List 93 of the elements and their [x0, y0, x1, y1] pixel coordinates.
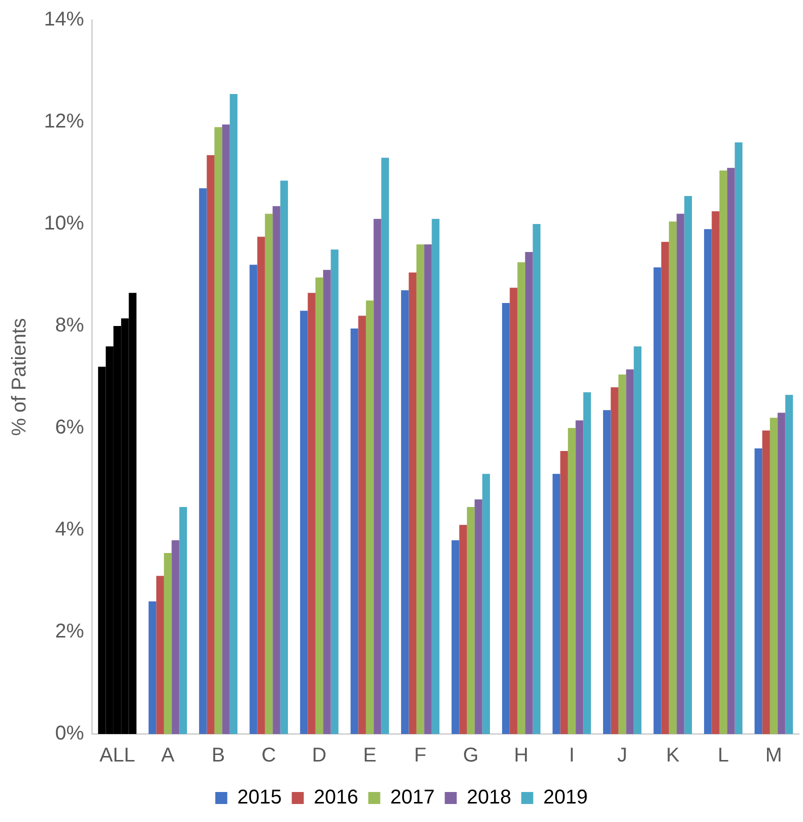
bar	[778, 412, 786, 734]
legend-label: 2015	[237, 786, 282, 809]
bar	[474, 499, 482, 734]
bar	[576, 420, 584, 734]
bar	[416, 244, 424, 734]
bar	[603, 410, 611, 734]
x-tick-label: M	[765, 744, 782, 767]
legend-label: 2017	[390, 786, 435, 809]
bar	[432, 218, 440, 734]
y-tick-label: 0%	[55, 722, 84, 745]
bar	[222, 124, 230, 734]
y-tick-label: 10%	[44, 212, 84, 235]
bar	[401, 290, 409, 734]
bar	[257, 236, 265, 734]
x-tick-label: K	[666, 744, 680, 767]
bar	[452, 540, 460, 734]
bar	[583, 392, 591, 734]
x-tick-label: C	[262, 744, 276, 767]
x-tick-label: F	[414, 744, 426, 767]
bar	[770, 418, 778, 734]
y-tick-label: 6%	[55, 416, 84, 439]
bar	[330, 250, 338, 734]
bar	[510, 288, 518, 734]
bar	[179, 507, 187, 734]
bar	[482, 474, 490, 734]
legend-label: 2016	[314, 786, 358, 809]
bar	[785, 394, 793, 734]
x-tick-label: E	[363, 744, 376, 767]
y-tick-label: 2%	[55, 620, 84, 643]
bar	[712, 211, 720, 734]
bar	[626, 369, 634, 734]
bar	[374, 218, 382, 734]
bar	[408, 272, 416, 734]
y-tick-label: 12%	[44, 110, 84, 133]
bar	[280, 180, 288, 734]
bar	[762, 430, 770, 734]
legend-label: 2018	[466, 786, 512, 809]
y-tick-label: 4%	[55, 518, 84, 541]
bar	[734, 142, 742, 734]
x-tick-label: B	[212, 744, 225, 767]
bar	[358, 316, 366, 734]
bar	[272, 206, 280, 734]
bar	[618, 374, 626, 734]
bar	[502, 303, 510, 734]
x-tick-label: H	[514, 744, 528, 767]
bar	[719, 170, 728, 734]
bar	[552, 474, 560, 734]
bar	[323, 270, 331, 734]
bar	[172, 540, 180, 734]
bar	[199, 188, 207, 734]
bar	[466, 507, 475, 734]
x-tick-label: ALL	[99, 744, 136, 767]
bar	[684, 196, 692, 734]
bar	[424, 244, 432, 734]
x-tick-label: A	[161, 744, 176, 767]
bar	[560, 450, 568, 734]
bar	[214, 127, 222, 734]
bar	[148, 601, 156, 734]
x-tick-label: G	[462, 744, 479, 767]
bar	[676, 214, 684, 734]
bar	[264, 214, 273, 734]
y-axis-title: % of Patients	[8, 318, 31, 436]
legend-label: 2019	[543, 786, 588, 809]
bar	[661, 242, 669, 734]
bar	[300, 310, 308, 734]
bar	[654, 267, 662, 734]
bar	[366, 300, 374, 734]
bar	[668, 221, 677, 734]
bar	[634, 346, 642, 734]
bar	[250, 264, 258, 734]
bar	[568, 428, 576, 734]
bar	[459, 524, 467, 734]
x-tick-label: L	[718, 744, 729, 767]
bar	[164, 552, 172, 734]
bar	[754, 448, 762, 734]
bar	[727, 168, 735, 734]
x-tick-label: J	[617, 744, 628, 767]
bar	[517, 262, 526, 734]
x-tick-label: D	[312, 744, 326, 767]
y-tick-label: 14%	[44, 8, 84, 31]
bar	[350, 328, 358, 734]
bar	[381, 158, 389, 734]
x-tick-label: I	[568, 744, 575, 767]
bar	[610, 387, 618, 734]
bar	[315, 278, 324, 734]
bar	[156, 576, 164, 734]
bar	[532, 224, 540, 734]
bar	[704, 229, 712, 734]
y-tick-label: 8%	[55, 314, 84, 337]
bar	[308, 292, 316, 734]
bar	[230, 94, 238, 734]
bar	[525, 252, 533, 734]
bar	[206, 155, 214, 734]
